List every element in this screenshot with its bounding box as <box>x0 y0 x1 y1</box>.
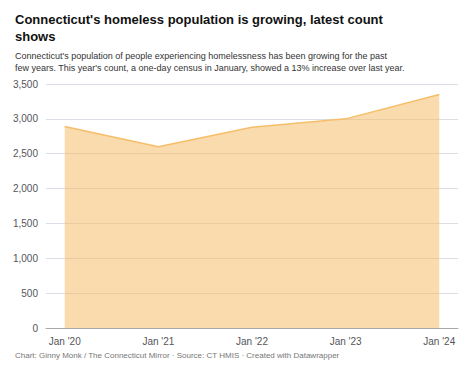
svg-text:Connecticut's population of pe: Connecticut's population of people exper… <box>15 51 387 61</box>
svg-text:500: 500 <box>21 288 38 299</box>
svg-text:2,500: 2,500 <box>13 148 38 159</box>
svg-text:few years. This year's count,: few years. This year's count, a one-day … <box>15 63 405 73</box>
svg-text:Jan '24: Jan '24 <box>423 336 455 347</box>
svg-text:2,000: 2,000 <box>13 183 38 194</box>
svg-text:Jan '23: Jan '23 <box>330 336 362 347</box>
svg-text:Connecticut's homeless populat: Connecticut's homeless population is gro… <box>15 12 384 27</box>
svg-text:1,500: 1,500 <box>13 218 38 229</box>
svg-text:shows: shows <box>15 29 55 44</box>
svg-text:Jan '21: Jan '21 <box>142 336 174 347</box>
svg-text:Chart: Ginny Monk / The Connec: Chart: Ginny Monk / The Connecticut Mirr… <box>15 351 340 360</box>
svg-text:0: 0 <box>32 323 38 334</box>
svg-text:Jan '20: Jan '20 <box>49 336 81 347</box>
svg-text:Jan '22: Jan '22 <box>236 336 268 347</box>
svg-text:1,000: 1,000 <box>13 253 38 264</box>
svg-text:3,500: 3,500 <box>13 79 38 90</box>
svg-text:3,000: 3,000 <box>13 113 38 124</box>
